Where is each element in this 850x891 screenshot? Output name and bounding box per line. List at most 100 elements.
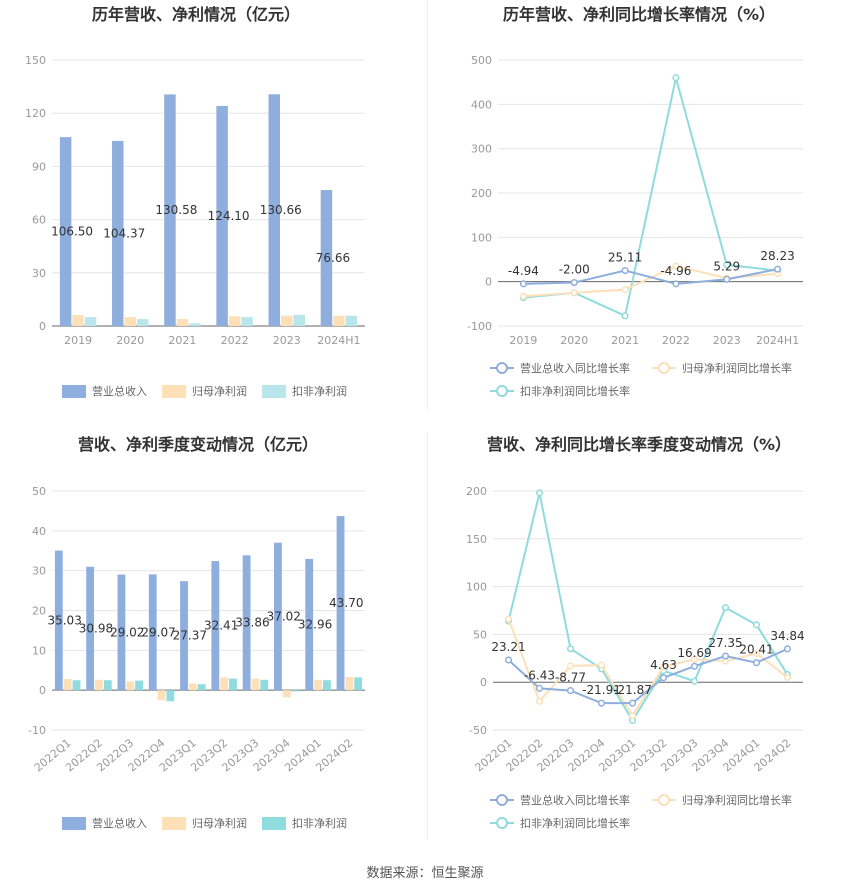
data-label: -4.94 xyxy=(508,264,539,278)
data-point xyxy=(774,265,782,273)
legend-label: 归母净利润 xyxy=(192,384,247,398)
x-tick-label: 2019 xyxy=(509,334,537,347)
data-label: 32.96 xyxy=(298,618,332,632)
data-point xyxy=(721,604,730,612)
x-tick-label: 2022 xyxy=(221,334,249,347)
bar-deducted-profit xyxy=(293,314,305,326)
y-tick-label: 400 xyxy=(471,98,492,111)
bar-deducted-profit xyxy=(189,323,201,326)
y-tick-label: 0 xyxy=(485,276,492,289)
data-label: 5.29 xyxy=(713,259,740,273)
bar-net-profit xyxy=(333,315,345,326)
series-line-2 xyxy=(507,492,789,723)
bar-revenue xyxy=(211,561,220,691)
data-label: 27.35 xyxy=(708,636,742,650)
legend-marker xyxy=(496,385,508,397)
data-label: 37.02 xyxy=(267,609,301,623)
bar-revenue xyxy=(164,94,176,326)
data-point xyxy=(659,663,668,671)
y-tick-label: -100 xyxy=(467,320,492,333)
data-point xyxy=(690,655,699,663)
data-point xyxy=(621,286,629,294)
legend-marker xyxy=(658,794,670,806)
bar-deducted-profit xyxy=(322,680,331,691)
y-tick-label: 100 xyxy=(471,231,492,244)
data-point xyxy=(519,292,527,300)
x-tick-label: 2021 xyxy=(611,334,639,347)
legend-swatch xyxy=(162,817,186,830)
x-tick-label: 2019 xyxy=(64,334,92,347)
y-tick-label: 300 xyxy=(471,143,492,156)
y-tick-label: 200 xyxy=(471,187,492,200)
data-source-note: 数据来源：恒生聚源 xyxy=(366,866,484,881)
data-point xyxy=(535,697,544,705)
y-tick-label: 0 xyxy=(39,320,46,333)
data-label: 43.70 xyxy=(329,596,363,610)
x-tick-label: 2023 xyxy=(713,334,741,347)
bar-net-profit xyxy=(220,677,229,691)
y-tick-label: 10 xyxy=(32,644,46,657)
bar-deducted-profit xyxy=(166,690,175,702)
legend-label: 营业总收入同比增长率 xyxy=(520,361,630,375)
y-tick-label: 60 xyxy=(32,214,46,227)
legend-label: 营业总收入 xyxy=(92,816,147,830)
data-point xyxy=(566,662,575,670)
data-label: 29.07 xyxy=(141,625,175,639)
bar-revenue xyxy=(320,190,333,326)
legend-swatch xyxy=(262,385,286,398)
data-label: 35.03 xyxy=(47,613,81,627)
y-tick-label: 120 xyxy=(25,107,46,120)
data-label: 30.98 xyxy=(79,621,113,635)
bar-revenue xyxy=(86,566,95,691)
data-point xyxy=(628,712,637,720)
panel-divider-top xyxy=(427,0,428,410)
bar-net-profit xyxy=(282,690,291,698)
quarterly-growth-rate-chart: 营收、净利同比增长率季度变动情况（%）-500501001502002022Q1… xyxy=(466,435,805,830)
data-point xyxy=(597,699,606,707)
bar-revenue xyxy=(216,105,228,326)
legend-label: 扣非净利润 xyxy=(292,384,347,398)
data-label: 106.50 xyxy=(51,225,93,239)
legend-marker xyxy=(658,362,670,374)
data-label: 34.84 xyxy=(770,629,804,643)
bar-deducted-profit xyxy=(84,317,97,326)
y-tick-label: 150 xyxy=(466,533,487,546)
y-tick-label: 90 xyxy=(32,160,46,173)
data-point xyxy=(621,312,629,320)
data-label: 130.66 xyxy=(260,203,302,217)
data-point xyxy=(723,275,731,283)
data-label: 130.58 xyxy=(155,203,197,217)
bar-revenue xyxy=(59,137,72,326)
legend-label: 归母净利润同比增长率 xyxy=(682,361,792,375)
chart-title: 营收、净利同比增长率季度变动情况（%） xyxy=(487,435,791,454)
x-tick-label: 2024H1 xyxy=(756,334,799,347)
bar-net-profit xyxy=(63,679,72,691)
data-point xyxy=(723,261,731,269)
bar-net-profit xyxy=(176,318,189,326)
legend-label: 归母净利润 xyxy=(192,816,247,830)
panel-divider-bottom xyxy=(427,432,428,840)
bar-net-profit xyxy=(157,690,166,701)
bar-deducted-profit xyxy=(345,315,358,326)
legend-label: 扣非净利润同比增长率 xyxy=(520,384,630,398)
y-tick-label: 20 xyxy=(32,605,46,618)
data-point xyxy=(628,699,637,707)
bar-deducted-profit xyxy=(260,679,269,691)
data-point xyxy=(621,266,629,275)
series-line-0 xyxy=(523,268,778,285)
y-tick-label: -50 xyxy=(469,724,487,737)
bar-net-profit xyxy=(345,677,354,691)
legend-swatch xyxy=(162,385,186,398)
data-label: 27.37 xyxy=(173,629,207,643)
legend-marker xyxy=(496,817,508,829)
data-point xyxy=(752,659,761,667)
bar-revenue xyxy=(242,555,251,691)
bar-deducted-profit xyxy=(229,678,237,691)
data-point xyxy=(535,489,544,497)
legend-label: 扣非净利润同比增长率 xyxy=(520,816,630,830)
data-point xyxy=(566,687,575,695)
data-label: 32.41 xyxy=(204,619,238,633)
x-tick-label: 2023 xyxy=(273,334,301,347)
legend-swatch xyxy=(262,817,286,830)
data-point xyxy=(690,677,699,685)
